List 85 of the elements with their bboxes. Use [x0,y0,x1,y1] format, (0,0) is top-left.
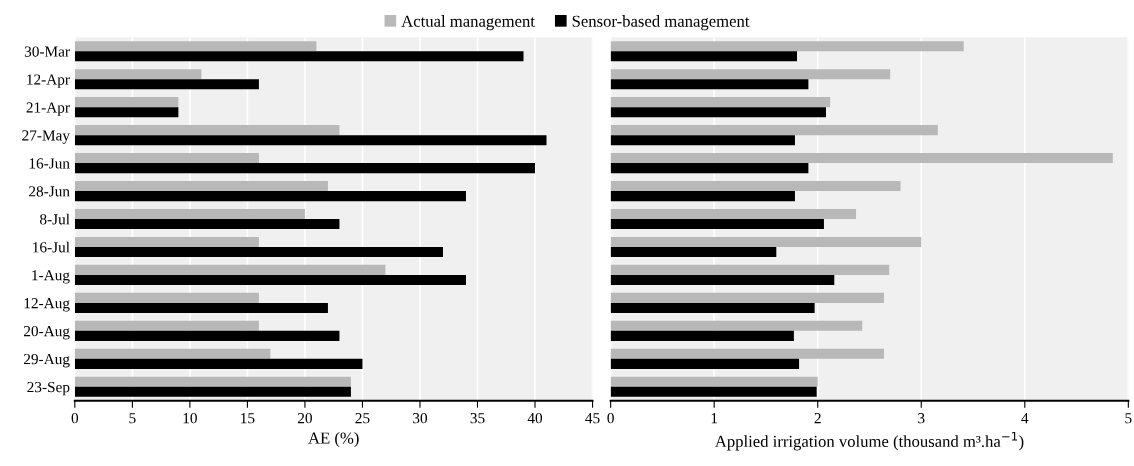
y-tick-label: 16-Jul [33,241,70,253]
bar [610,376,818,387]
bar [74,274,466,286]
bar [74,41,317,52]
y-tick-label: 12-Apr [27,74,70,88]
x-tick-label: 5 [129,413,136,424]
bar [610,153,1113,164]
x-tick-label: 40 [527,413,543,424]
y-tick-label: 20-Aug [23,325,70,340]
bar [610,386,817,397]
bar [610,41,964,52]
x-tick-label: 3 [918,413,925,424]
bar [74,246,443,258]
bar [610,208,857,220]
y-tick-label: 23-Sep [27,381,70,396]
y-tick-label: 8-Jul [40,213,70,225]
bar [74,107,179,118]
bar [610,135,795,146]
bar [74,69,202,80]
bar [74,320,259,331]
x-tick-label: 5 [1125,413,1132,424]
bar [74,236,259,247]
x-tick-label: 20 [297,413,312,424]
legend-label: Actual management [401,15,535,31]
y-tick-label: 1-Aug [32,270,70,284]
bar [74,376,351,387]
bar [74,292,259,303]
bar [74,302,328,313]
bar [74,163,536,174]
bar [610,69,891,80]
y-tick-label: 16-Jun [29,158,70,169]
bar [74,264,386,275]
bar [610,264,890,275]
x-axis-title: Applied irrigation volume (thousand m³.ha$^{−1}$) [714,431,1024,451]
y-tick-label: 29-Aug [23,353,70,368]
x-tick-label: 0 [607,413,614,424]
x-tick-label: 15 [241,413,255,424]
bar [74,135,547,146]
bar [610,292,884,303]
bar [74,97,179,108]
bar [610,191,795,202]
y-tick-label: 27-May [22,130,70,144]
bar [74,191,466,202]
bar [74,125,340,136]
bar [74,208,305,220]
bar [610,125,938,136]
y-tick-label: 30-Mar [24,46,70,57]
y-tick-label: 28-Jun [29,186,70,197]
x-tick-label: 1 [711,413,718,424]
bar [610,330,794,341]
bar [74,219,340,230]
x-axis-title: AE (%) [308,431,359,448]
bar [74,348,271,359]
bar [610,302,815,313]
y-tick-label: 21-Apr [26,102,70,116]
bar [610,107,826,118]
x-tick-label: 4 [1021,413,1029,424]
x-tick-label: 30 [413,413,428,424]
bar [74,79,259,90]
x-tick-label: 0 [71,413,79,424]
x-tick-label: 25 [355,413,370,424]
bar [74,386,351,397]
bar [610,274,835,286]
bar [74,358,363,369]
x-tick-label: 45 [585,413,600,424]
bar [74,153,259,164]
bar [610,51,798,62]
bar [74,51,524,62]
bar [74,330,340,341]
y-tick-label: 12-Aug [24,298,70,312]
bar [610,163,809,174]
bar [610,97,831,108]
bar [610,79,809,90]
bar [610,236,922,247]
x-tick-label: 35 [470,413,485,424]
bar [610,246,777,258]
bar [74,180,328,192]
bar [610,219,824,230]
bar [610,348,884,359]
legend-label: Sensor-based management [572,15,750,31]
x-tick-label: 10 [183,413,197,424]
x-tick-label: 2 [814,413,821,424]
bar [610,320,863,331]
bar [610,358,800,369]
bar [610,180,901,192]
